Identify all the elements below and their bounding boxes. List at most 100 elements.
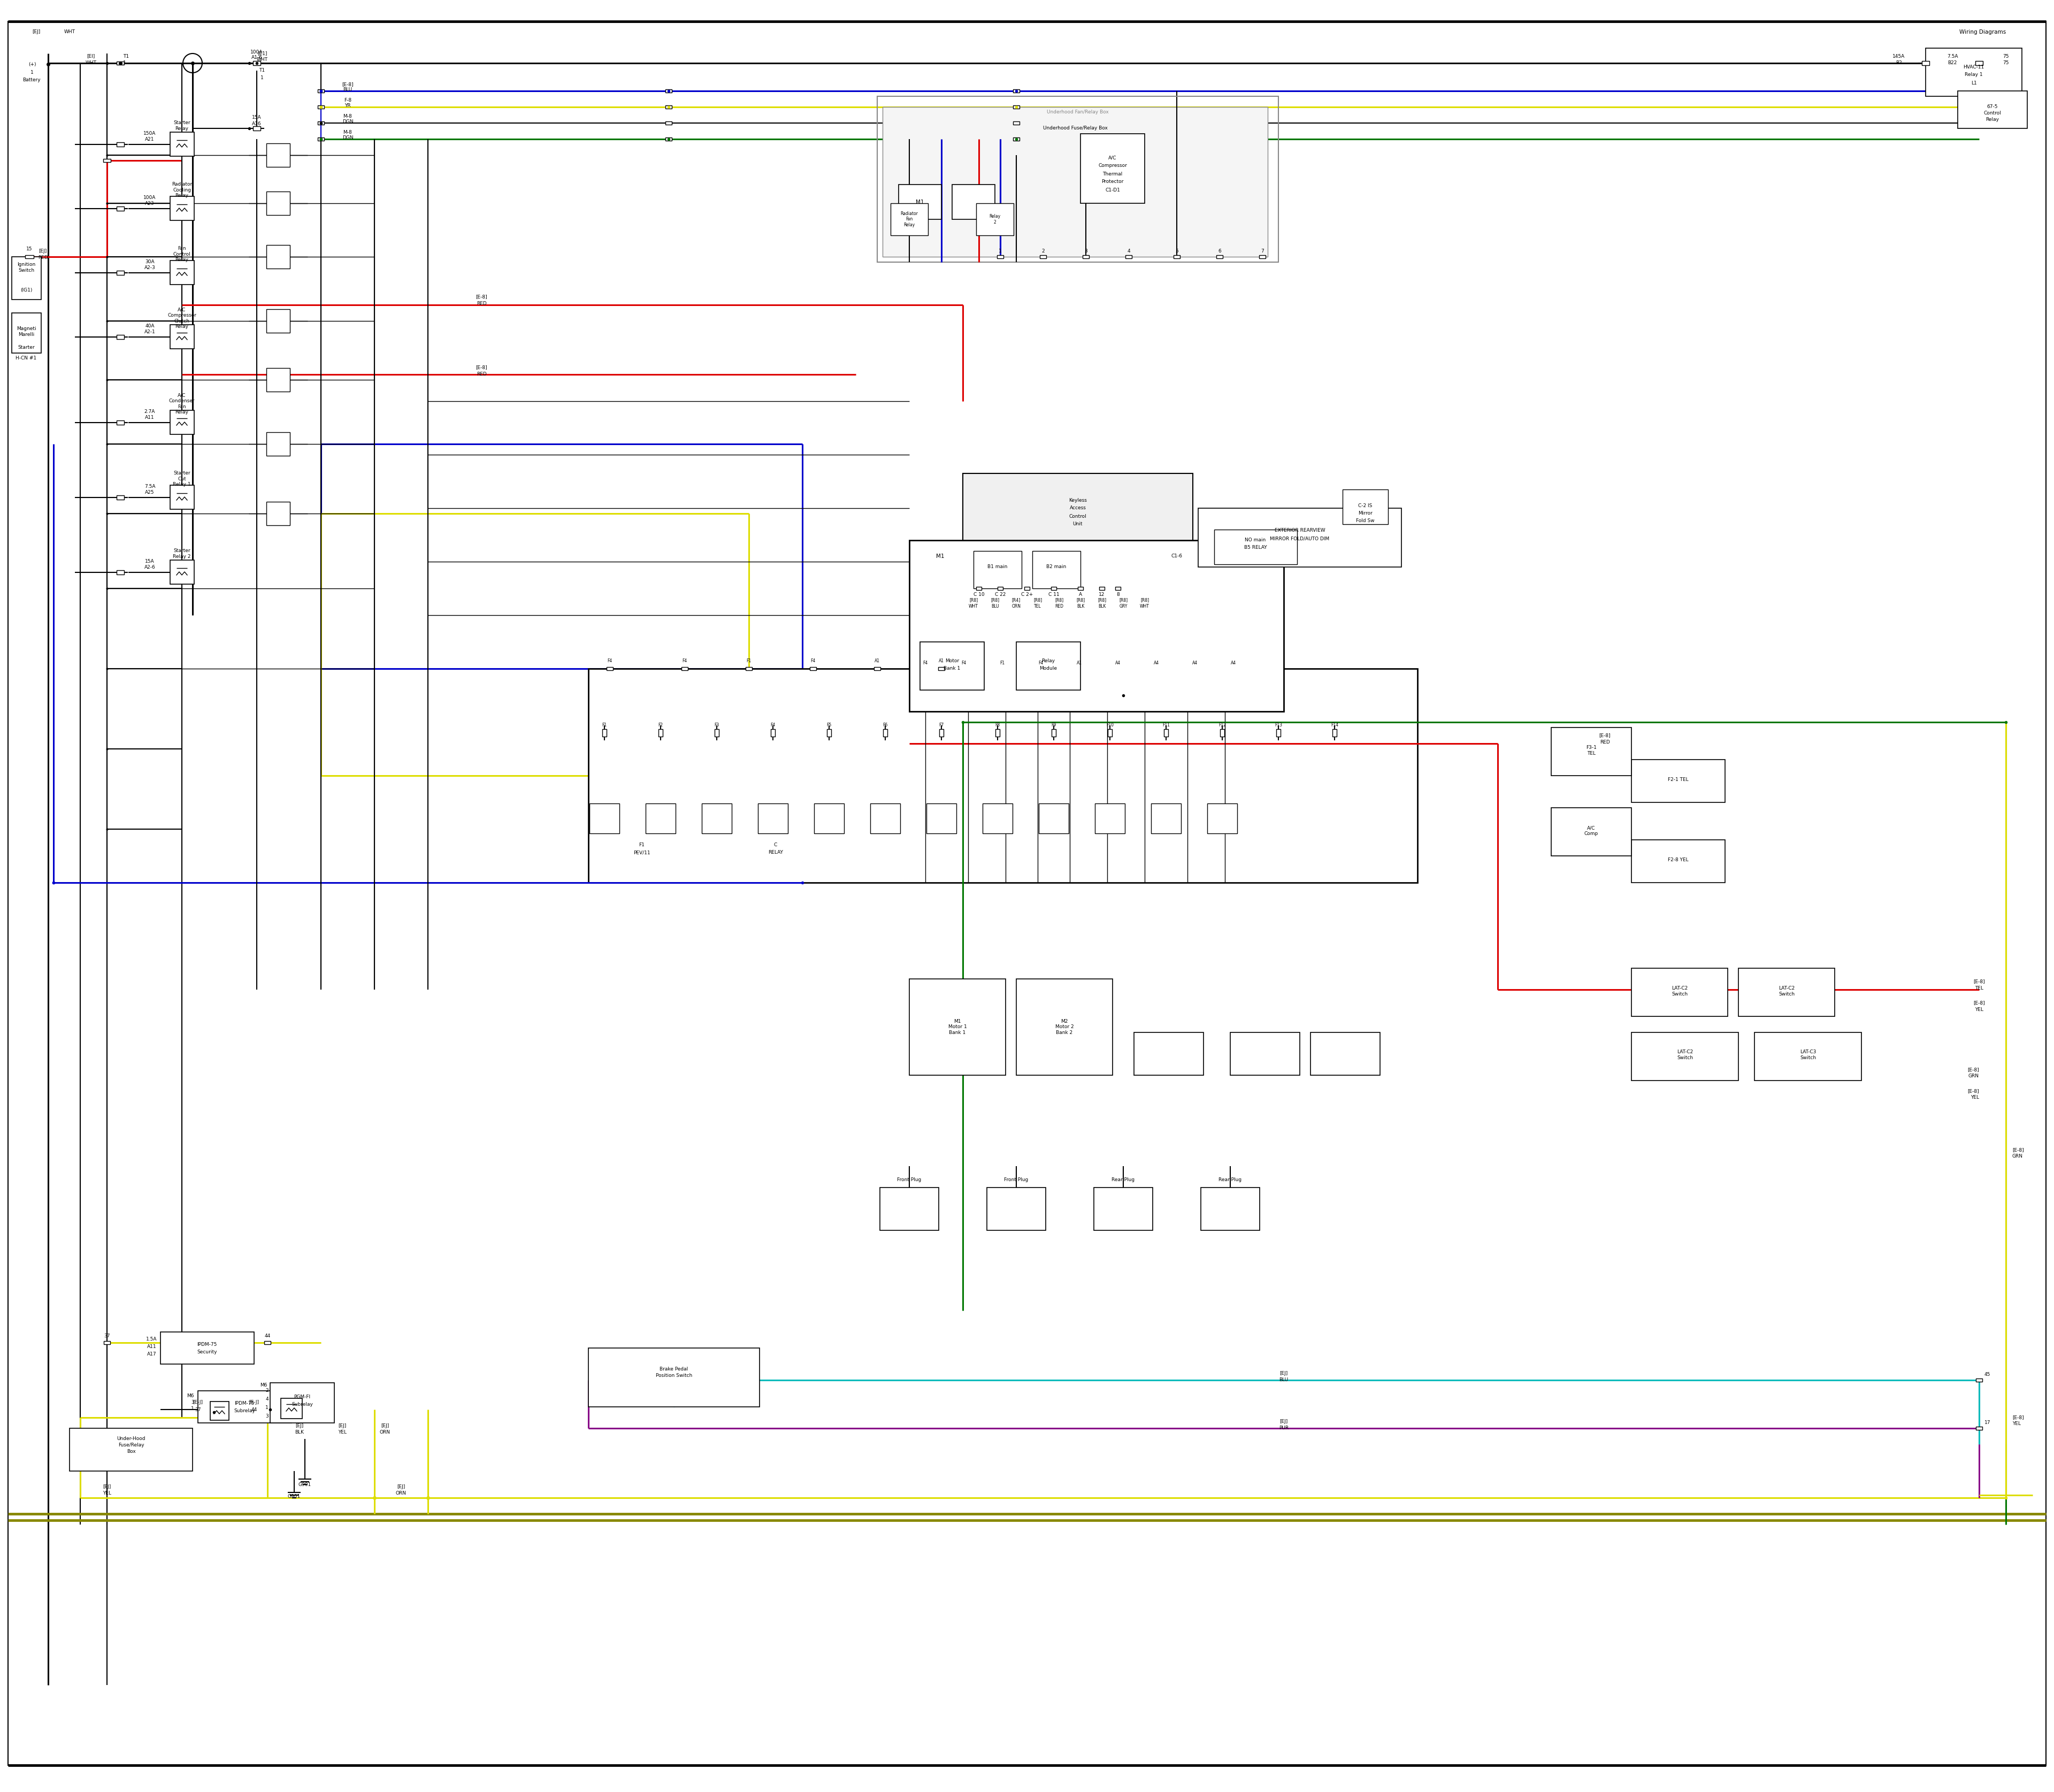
Text: 7.5A
A25: 7.5A A25 bbox=[144, 484, 156, 495]
Bar bbox=[875, 667, 881, 670]
Text: RELAY: RELAY bbox=[768, 849, 783, 855]
Text: T1: T1 bbox=[259, 68, 265, 73]
Text: 67-5: 67-5 bbox=[1986, 104, 1999, 109]
Text: ORN: ORN bbox=[1013, 604, 1021, 609]
Text: H-CN #1: H-CN #1 bbox=[16, 357, 37, 360]
Text: RED: RED bbox=[1056, 604, 1064, 609]
Bar bbox=[1276, 729, 1280, 737]
Text: 1.5A: 1.5A bbox=[146, 1337, 156, 1342]
Bar bbox=[1631, 1032, 1738, 1081]
Text: LAT-C3
Switch: LAT-C3 Switch bbox=[1799, 1050, 1816, 1061]
Text: A1: A1 bbox=[939, 658, 945, 663]
Bar bbox=[318, 90, 325, 93]
Text: G901: G901 bbox=[298, 1482, 312, 1487]
Text: [E-J]: [E-J] bbox=[193, 1400, 203, 1405]
Bar bbox=[682, 667, 688, 670]
Bar bbox=[939, 667, 945, 670]
Text: C 10: C 10 bbox=[974, 593, 984, 597]
Text: [R8]: [R8] bbox=[1097, 599, 1107, 602]
Text: F4: F4 bbox=[682, 658, 688, 663]
Text: Keyless: Keyless bbox=[1068, 498, 1087, 502]
Text: 15A: 15A bbox=[253, 115, 261, 120]
Text: YEL: YEL bbox=[103, 1491, 111, 1496]
Bar bbox=[267, 143, 290, 167]
Bar bbox=[170, 410, 195, 434]
Text: Rear Plug: Rear Plug bbox=[1218, 1177, 1243, 1183]
Bar bbox=[117, 61, 123, 65]
Bar bbox=[1082, 254, 1089, 258]
Bar bbox=[976, 202, 1013, 235]
Text: 75: 75 bbox=[2003, 54, 2009, 59]
Text: F11: F11 bbox=[1163, 722, 1171, 728]
Text: [R8]: [R8] bbox=[1033, 599, 1041, 602]
Text: LAT-C2
Switch: LAT-C2 Switch bbox=[1676, 1050, 1692, 1061]
Text: [R8]: [R8] bbox=[969, 599, 978, 602]
Text: Front Plug: Front Plug bbox=[1004, 1177, 1029, 1183]
Text: TEL: TEL bbox=[1974, 986, 1984, 991]
Text: Magneti
Marelli: Magneti Marelli bbox=[16, 326, 37, 337]
Text: Rear Plug: Rear Plug bbox=[1111, 1177, 1134, 1183]
Text: A/C
Comp: A/C Comp bbox=[1584, 826, 1598, 835]
Bar bbox=[170, 260, 195, 285]
Bar bbox=[1107, 729, 1111, 737]
Bar bbox=[998, 586, 1002, 590]
Bar bbox=[1551, 728, 1631, 776]
Text: Starter
Cut
Relay 1: Starter Cut Relay 1 bbox=[173, 471, 191, 487]
Text: A4: A4 bbox=[1230, 661, 1237, 665]
Bar bbox=[926, 803, 957, 833]
Text: M6: M6 bbox=[261, 1383, 267, 1387]
Bar bbox=[160, 1331, 255, 1364]
Bar bbox=[1013, 90, 1019, 93]
Text: [E-J]: [E-J] bbox=[249, 1400, 259, 1405]
Text: F-8: F-8 bbox=[343, 99, 351, 102]
Text: M1
Motor 1
Bank 1: M1 Motor 1 Bank 1 bbox=[949, 1020, 967, 1036]
Bar bbox=[318, 138, 325, 142]
Bar bbox=[1976, 1426, 1982, 1430]
Text: 4: 4 bbox=[1128, 249, 1130, 254]
Text: F3-1
TEL: F3-1 TEL bbox=[1586, 745, 1596, 756]
Bar bbox=[828, 729, 832, 737]
Bar bbox=[879, 1188, 939, 1231]
Text: [EI]: [EI] bbox=[86, 54, 94, 59]
Bar bbox=[170, 133, 195, 156]
Bar bbox=[1052, 586, 1056, 590]
Text: Radiator
Fan
Relay: Radiator Fan Relay bbox=[900, 211, 918, 228]
Text: 5: 5 bbox=[1175, 249, 1179, 254]
Bar bbox=[587, 668, 1417, 883]
Text: A1: A1 bbox=[875, 658, 879, 663]
Bar bbox=[715, 729, 719, 737]
Text: B2: B2 bbox=[1896, 61, 1902, 66]
Text: [R8]: [R8] bbox=[990, 599, 998, 602]
Bar bbox=[1202, 1188, 1259, 1231]
Bar bbox=[117, 495, 123, 500]
Bar bbox=[265, 1340, 271, 1344]
Text: F10: F10 bbox=[1107, 722, 1113, 728]
Text: C1-6: C1-6 bbox=[1171, 554, 1183, 559]
Text: Brake Pedal: Brake Pedal bbox=[659, 1367, 688, 1373]
Text: F9: F9 bbox=[1052, 722, 1056, 728]
Bar bbox=[910, 539, 1284, 711]
Text: Battery: Battery bbox=[23, 77, 41, 82]
Text: [E-8]: [E-8] bbox=[477, 294, 487, 299]
Bar bbox=[1150, 803, 1181, 833]
Bar bbox=[1631, 760, 1725, 803]
Bar bbox=[170, 486, 195, 509]
Bar bbox=[1551, 808, 1631, 857]
Bar bbox=[117, 421, 123, 425]
Text: [R8]: [R8] bbox=[1056, 599, 1064, 602]
Bar bbox=[25, 254, 33, 258]
Text: Mirror: Mirror bbox=[1358, 511, 1372, 516]
Text: HVAC-11: HVAC-11 bbox=[1964, 65, 1984, 70]
Text: Relay: Relay bbox=[1986, 118, 1999, 122]
Bar bbox=[117, 142, 123, 147]
Text: 44: 44 bbox=[251, 1407, 257, 1412]
Text: Control: Control bbox=[1068, 514, 1087, 518]
Text: RED: RED bbox=[477, 301, 487, 306]
Text: A/C
Condenser
Fan
Relay: A/C Condenser Fan Relay bbox=[168, 392, 195, 414]
Text: A4: A4 bbox=[1191, 661, 1197, 665]
Bar bbox=[1013, 138, 1019, 142]
Text: T1: T1 bbox=[123, 54, 129, 59]
Text: GRN: GRN bbox=[2013, 1154, 2023, 1159]
Text: F13: F13 bbox=[1276, 722, 1282, 728]
Bar bbox=[1052, 729, 1056, 737]
